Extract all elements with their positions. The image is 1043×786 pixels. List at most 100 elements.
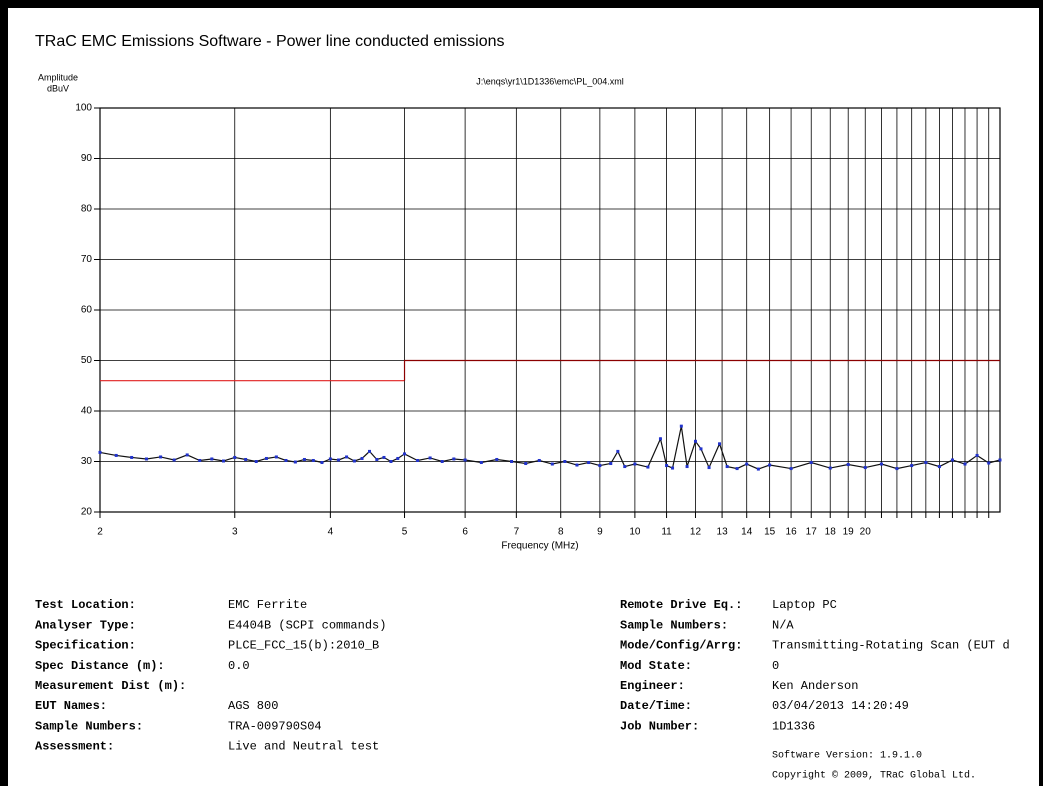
frame-right xyxy=(1039,0,1043,786)
y-tick-label: 40 xyxy=(81,406,93,417)
data-point xyxy=(428,456,432,460)
data-point xyxy=(537,458,541,462)
y-axis-label: Amplitude xyxy=(38,72,78,82)
data-point xyxy=(198,458,202,462)
plot: 20 30 40 50 60 70 80 90 100 2 3 4 5 6 7 8 9 10 11 12 13 14 15 1… xyxy=(75,103,1002,538)
data-point xyxy=(375,457,379,461)
data-point xyxy=(707,466,711,470)
software-version: Software Version: 1.9.1.0 xyxy=(772,750,922,762)
data-point xyxy=(452,457,456,461)
data-point xyxy=(524,462,528,466)
data-point xyxy=(646,465,650,469)
x-tick-label: 8 xyxy=(558,527,564,538)
data-point xyxy=(616,449,620,453)
data-point xyxy=(863,466,867,470)
data-point xyxy=(382,455,386,459)
field-value: EMC Ferrite xyxy=(228,598,307,612)
data-point xyxy=(633,462,637,466)
data-point xyxy=(396,456,400,460)
x-tick-label: 9 xyxy=(597,527,603,538)
data-point xyxy=(360,456,364,460)
data-point xyxy=(679,424,683,428)
data-point xyxy=(587,461,591,465)
field-value: Ken Anderson xyxy=(772,679,858,693)
field-value: Laptop PC xyxy=(772,598,837,612)
field-value: AGS 800 xyxy=(228,699,278,713)
frame-left xyxy=(0,0,8,786)
field-value: PLCE_FCC_15(b):2010_B xyxy=(228,639,379,653)
data-point xyxy=(284,458,288,462)
data-point xyxy=(244,457,248,461)
x-tick-label: 5 xyxy=(402,527,408,538)
data-point xyxy=(828,466,832,470)
y-tick-label: 50 xyxy=(81,355,93,366)
data-point xyxy=(924,461,928,465)
x-tick-label: 17 xyxy=(806,527,818,538)
data-point xyxy=(352,459,356,463)
field-label: Sample Numbers: xyxy=(620,618,728,632)
y-axis-unit: dBuV xyxy=(47,83,69,93)
data-point xyxy=(479,461,483,465)
plot-border xyxy=(99,107,1001,513)
field-value: N/A xyxy=(772,618,794,632)
data-point xyxy=(185,453,189,457)
chart-title: TRaC EMC Emissions Software - Power line… xyxy=(35,33,505,50)
x-tick-label: 7 xyxy=(514,527,520,538)
data-point xyxy=(264,456,268,460)
field-value: 0.0 xyxy=(228,659,250,673)
x-tick-label: 10 xyxy=(629,527,641,538)
data-point xyxy=(718,442,722,446)
field-label: Measurement Dist (m): xyxy=(35,679,186,693)
data-point xyxy=(575,463,579,467)
y-tick-label: 30 xyxy=(81,456,93,467)
data-point xyxy=(987,461,991,465)
field-value: E4404B (SCPI commands) xyxy=(228,618,386,632)
y-tick-label: 80 xyxy=(81,204,93,215)
x-tick-label: 3 xyxy=(232,527,238,538)
data-point xyxy=(879,462,883,466)
data-point xyxy=(745,462,749,466)
data-point xyxy=(159,455,163,459)
field-label: Analyser Type: xyxy=(35,618,136,632)
data-point xyxy=(311,458,315,462)
data-point xyxy=(293,460,297,464)
data-point xyxy=(389,460,393,463)
x-tick-label: 18 xyxy=(825,527,837,538)
field-label: Sample Numbers: xyxy=(35,719,143,733)
x-tick-label: 19 xyxy=(843,527,855,538)
field-value: TRA-009790S04 xyxy=(228,719,322,733)
field-label: Job Number: xyxy=(620,719,699,733)
field-label: Engineer: xyxy=(620,679,685,693)
data-point xyxy=(725,465,729,469)
data-point xyxy=(463,458,467,462)
x-tick-label: 13 xyxy=(717,527,729,538)
data-point xyxy=(998,458,1002,462)
x-tick-label: 6 xyxy=(462,527,468,538)
file-path: J:\enqs\yr1\1D1336\emc\PL_004.xml xyxy=(476,76,624,86)
field-value: 1D1336 xyxy=(772,719,815,733)
data-point xyxy=(302,457,306,461)
data-point xyxy=(274,455,278,459)
data-point xyxy=(172,458,176,462)
data-point xyxy=(144,457,148,461)
data-point xyxy=(337,458,341,462)
x-tick-label: 16 xyxy=(786,527,798,538)
data-point xyxy=(416,458,420,462)
data-point xyxy=(98,450,102,454)
data-point xyxy=(963,462,967,466)
x-tick-label: 12 xyxy=(690,527,702,538)
x-tick-label: 15 xyxy=(764,527,776,538)
data-point xyxy=(809,461,813,465)
y-tick-label: 70 xyxy=(81,254,93,265)
data-point xyxy=(130,455,134,459)
data-point xyxy=(895,467,899,471)
x-axis-label: Frequency (MHz) xyxy=(501,541,578,552)
info: Test Location: EMC Ferrite Analyser Type: E… xyxy=(35,598,1010,753)
data-point xyxy=(665,464,669,468)
data-point xyxy=(846,463,850,467)
data-point xyxy=(550,462,554,466)
field-label: Test Location: xyxy=(35,598,136,612)
data-point xyxy=(403,452,407,456)
data-point xyxy=(495,457,499,461)
